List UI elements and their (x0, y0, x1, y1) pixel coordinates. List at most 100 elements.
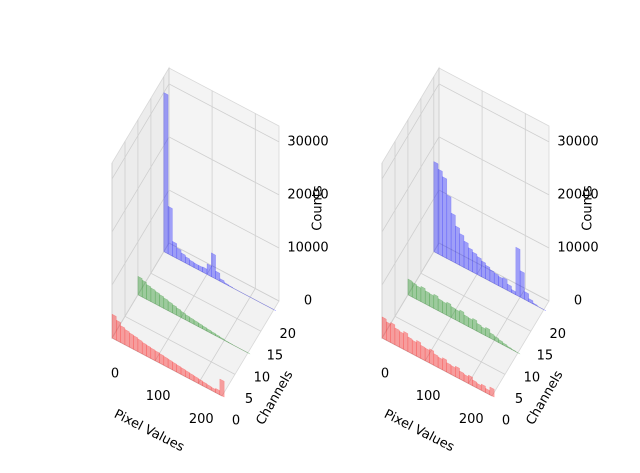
histogram-bar (442, 176, 448, 259)
histogram-bar (407, 336, 413, 355)
histogram-bar (416, 285, 422, 303)
z-tick-label: 10000 (557, 240, 598, 255)
x-tick-label: 0 (111, 367, 119, 382)
histogram-bar (232, 344, 238, 348)
histogram-bar (176, 364, 182, 375)
histogram-bar (267, 305, 272, 309)
histogram-bar (459, 370, 465, 382)
histogram-bar (137, 338, 143, 355)
histogram-bar (437, 168, 443, 257)
histogram-bar (206, 328, 212, 334)
histogram-bar (236, 346, 242, 350)
z-axis-label: Counts (311, 185, 326, 231)
histogram-bar (502, 342, 508, 348)
histogram-bar (481, 260, 486, 280)
histogram-bar (446, 362, 452, 375)
z-tick-label: 30000 (287, 134, 328, 149)
histogram-bar (189, 259, 195, 269)
histogram-bar (502, 276, 508, 291)
histogram-bar (249, 296, 255, 300)
z-tick-label: 20000 (557, 187, 598, 202)
y-tick-label: 5 (245, 392, 253, 407)
z-grid-line (381, 242, 550, 339)
histogram-bar (463, 373, 469, 384)
histogram-bar (176, 307, 182, 319)
histogram-bar (420, 285, 426, 305)
histogram-bar (245, 351, 251, 355)
histogram-bar (433, 353, 439, 369)
histogram-bar (215, 387, 221, 396)
z-tick-label: 30000 (557, 134, 598, 149)
histogram-bar (180, 367, 186, 378)
histogram-bar (424, 347, 430, 364)
histogram-bar (116, 319, 121, 343)
histogram-bar (185, 369, 190, 380)
y-tick-label: 20 (280, 327, 297, 342)
histogram-bar (463, 240, 469, 271)
histogram-bar (111, 313, 117, 341)
histogram-bar (455, 365, 460, 380)
histogram-bar (180, 252, 186, 264)
histogram-bar (411, 281, 417, 300)
histogram-bar (442, 357, 447, 373)
histogram-bar (193, 375, 199, 384)
histogram-bar (472, 379, 478, 389)
histogram-bar (163, 92, 169, 255)
histogram-bar (193, 262, 199, 271)
histogram-bar (437, 356, 443, 371)
histogram-bar (468, 374, 473, 387)
histogram-bar (386, 321, 391, 343)
histogram-bar (541, 308, 547, 312)
histogram-bar (519, 270, 525, 300)
x-tick-label: 200 (459, 412, 484, 427)
histogram-bar (202, 266, 208, 275)
histogram-bar (232, 287, 238, 291)
histogram-bar (198, 264, 203, 273)
y-tick-label: 10 (524, 370, 541, 385)
z-axis-label: Counts (581, 185, 596, 231)
histogram-bar (429, 293, 435, 309)
histogram-bar (468, 317, 473, 330)
histogram-bar (215, 333, 221, 339)
z-tick-label: 0 (574, 294, 582, 309)
histogram-bar (455, 308, 460, 323)
histogram-bar (120, 325, 126, 346)
histogram-bar (198, 322, 203, 330)
histogram-bar (524, 290, 529, 303)
histogram-bar (381, 316, 387, 341)
histogram-bar (480, 326, 486, 337)
histogram-bar (498, 338, 504, 346)
z-grid-line (111, 83, 280, 180)
histogram-bar (124, 328, 130, 348)
histogram-bar (206, 263, 212, 278)
histogram-bar (399, 330, 404, 350)
z-grid-line (381, 83, 550, 180)
histogram-bar (223, 281, 229, 287)
z-grid-line (381, 189, 550, 286)
histogram-bar (150, 287, 156, 305)
histogram-bar (498, 275, 504, 289)
histogram-bar (219, 278, 225, 284)
z-grid-line (111, 136, 280, 233)
histogram-bar (185, 256, 190, 266)
x-tick-label: 200 (189, 412, 214, 427)
x-tick-label: 100 (146, 389, 171, 404)
histogram-bar (424, 290, 430, 307)
histogram-bar (493, 335, 499, 344)
histogram-bar (506, 283, 512, 294)
histogram-bar (271, 308, 277, 312)
histogram-bar (215, 270, 221, 282)
y-tick-label: 15 (537, 349, 554, 364)
histogram-bar (159, 353, 165, 366)
histogram-bar (407, 278, 413, 298)
histogram-bar (189, 372, 195, 382)
histogram-bar (189, 316, 195, 325)
y-tick-label: 0 (502, 414, 510, 429)
histogram-bar (219, 378, 225, 398)
histogram-bar (154, 350, 160, 364)
histogram-bar (167, 300, 173, 314)
histogram-bar (489, 269, 495, 284)
histogram-bar (146, 284, 152, 303)
histogram-bar (163, 297, 169, 312)
histogram-bar (172, 304, 177, 316)
